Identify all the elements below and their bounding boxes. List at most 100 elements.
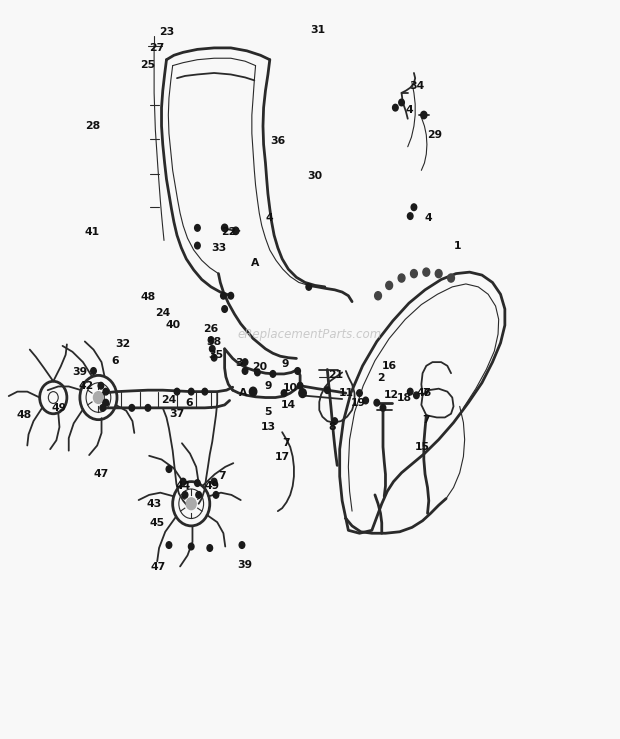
Circle shape <box>103 388 108 395</box>
Text: 30: 30 <box>308 171 322 181</box>
Circle shape <box>332 418 337 424</box>
Circle shape <box>180 478 186 485</box>
Text: 47: 47 <box>151 562 166 572</box>
Text: 3: 3 <box>235 358 242 368</box>
Circle shape <box>211 478 217 485</box>
Circle shape <box>374 399 379 406</box>
Circle shape <box>202 388 208 395</box>
Text: 9: 9 <box>264 381 272 391</box>
Text: 38: 38 <box>206 337 222 347</box>
Text: 6: 6 <box>112 356 119 367</box>
Circle shape <box>129 404 135 411</box>
Text: 47: 47 <box>93 469 108 479</box>
Text: 4: 4 <box>266 213 273 222</box>
Text: 34: 34 <box>409 81 424 90</box>
Text: 39: 39 <box>73 367 87 377</box>
Circle shape <box>242 359 248 366</box>
Text: 1: 1 <box>453 241 461 251</box>
Circle shape <box>228 293 234 299</box>
Circle shape <box>188 543 194 550</box>
Circle shape <box>392 104 398 111</box>
Circle shape <box>196 491 202 498</box>
Circle shape <box>94 392 104 403</box>
Circle shape <box>407 213 413 219</box>
Text: 7: 7 <box>422 388 430 398</box>
Circle shape <box>249 387 257 396</box>
Text: 7: 7 <box>218 471 226 481</box>
Text: 24: 24 <box>161 395 177 406</box>
Text: 24: 24 <box>155 307 170 318</box>
Text: 40: 40 <box>165 319 180 330</box>
Circle shape <box>374 292 381 300</box>
Circle shape <box>242 368 248 374</box>
Circle shape <box>232 227 239 234</box>
Circle shape <box>255 370 260 375</box>
Text: A: A <box>239 388 247 398</box>
Text: 48: 48 <box>17 410 32 420</box>
Circle shape <box>91 368 96 374</box>
Text: 13: 13 <box>260 422 275 432</box>
Text: A: A <box>251 258 260 268</box>
Circle shape <box>166 466 172 472</box>
Text: 49: 49 <box>205 481 220 491</box>
Text: 27: 27 <box>149 43 164 53</box>
Text: 28: 28 <box>85 121 100 131</box>
Circle shape <box>182 491 188 498</box>
Text: 7: 7 <box>283 438 290 449</box>
Circle shape <box>414 392 419 398</box>
Text: 33: 33 <box>211 243 226 253</box>
Circle shape <box>407 388 413 395</box>
Circle shape <box>324 386 330 393</box>
Text: 23: 23 <box>159 27 174 37</box>
Circle shape <box>100 404 105 411</box>
Circle shape <box>299 389 306 398</box>
Text: 35: 35 <box>208 350 224 361</box>
Text: 17: 17 <box>275 452 290 462</box>
Text: 2: 2 <box>378 373 385 384</box>
Text: 4: 4 <box>405 105 413 115</box>
Text: 45: 45 <box>149 518 164 528</box>
Circle shape <box>211 355 217 361</box>
Text: 26: 26 <box>203 324 219 334</box>
Text: 22: 22 <box>221 228 236 237</box>
Circle shape <box>386 282 392 290</box>
Circle shape <box>208 337 214 344</box>
Text: 19: 19 <box>351 398 366 408</box>
Text: 29: 29 <box>427 130 443 140</box>
Text: 31: 31 <box>310 25 325 35</box>
Text: 48: 48 <box>140 292 156 302</box>
Circle shape <box>221 293 226 299</box>
Circle shape <box>195 225 200 231</box>
Text: 12: 12 <box>384 390 399 401</box>
Text: eReplacementParts.com: eReplacementParts.com <box>238 327 382 341</box>
Text: 14: 14 <box>281 400 296 410</box>
Circle shape <box>210 346 215 353</box>
Text: 25: 25 <box>140 60 156 70</box>
Circle shape <box>270 370 276 377</box>
Text: 39: 39 <box>237 560 252 570</box>
Circle shape <box>195 242 200 249</box>
Circle shape <box>174 388 180 395</box>
Text: 15: 15 <box>415 442 430 452</box>
Circle shape <box>448 274 454 282</box>
Circle shape <box>103 399 108 406</box>
Circle shape <box>363 397 368 403</box>
Text: 6: 6 <box>185 398 193 408</box>
Circle shape <box>295 368 301 374</box>
Circle shape <box>399 99 404 106</box>
Text: 9: 9 <box>281 359 289 370</box>
Text: 43: 43 <box>146 499 162 508</box>
Circle shape <box>410 270 417 278</box>
Circle shape <box>221 224 228 231</box>
Circle shape <box>398 274 405 282</box>
Circle shape <box>213 491 219 498</box>
Circle shape <box>435 270 442 278</box>
Circle shape <box>222 306 228 313</box>
Circle shape <box>239 542 245 548</box>
Text: 18: 18 <box>397 392 412 403</box>
Circle shape <box>207 545 213 551</box>
Text: 8: 8 <box>328 422 335 432</box>
Text: 41: 41 <box>85 228 100 237</box>
Circle shape <box>186 498 196 510</box>
Text: 16: 16 <box>382 361 397 371</box>
